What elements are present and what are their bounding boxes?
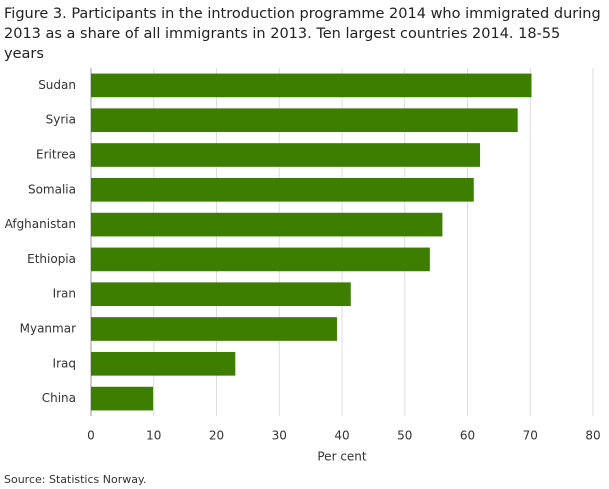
- bar: [91, 177, 474, 202]
- x-tick-label: 40: [334, 429, 349, 443]
- bar: [91, 143, 481, 167]
- bar: [91, 108, 518, 133]
- bar: [91, 386, 154, 411]
- x-tick-label: 0: [87, 429, 95, 443]
- bar: [91, 317, 337, 341]
- y-tick-label: Iran: [53, 287, 76, 301]
- y-tick-label: Myanmar: [20, 322, 76, 336]
- y-tick-label: Iraq: [53, 356, 76, 370]
- y-tick-label: Somalia: [28, 182, 76, 196]
- x-tick-label: 60: [460, 429, 475, 443]
- y-tick-label: Eritrea: [36, 148, 76, 162]
- y-tick-label: Ethiopia: [27, 252, 76, 266]
- bar: [91, 247, 430, 272]
- source: Source: Statistics Norway.: [4, 473, 146, 486]
- x-tick-label: 30: [272, 429, 287, 443]
- y-tick-label: Afghanistan: [5, 217, 76, 231]
- y-tick-label: Syria: [46, 113, 76, 127]
- x-tick-label: 50: [397, 429, 412, 443]
- x-tick-label: 20: [209, 429, 224, 443]
- y-tick-label: China: [42, 391, 76, 405]
- x-tick-label: 70: [523, 429, 538, 443]
- bar: [91, 73, 532, 98]
- bar: [91, 212, 443, 237]
- x-axis-label: Per cent: [317, 450, 367, 464]
- bar: [91, 351, 236, 376]
- bar: [91, 282, 351, 307]
- y-tick-label: Sudan: [38, 78, 76, 92]
- x-tick-label: 10: [146, 429, 161, 443]
- x-tick-label: 80: [585, 429, 600, 443]
- chart-title: Figure 3. Participants in the introducti…: [4, 6, 601, 62]
